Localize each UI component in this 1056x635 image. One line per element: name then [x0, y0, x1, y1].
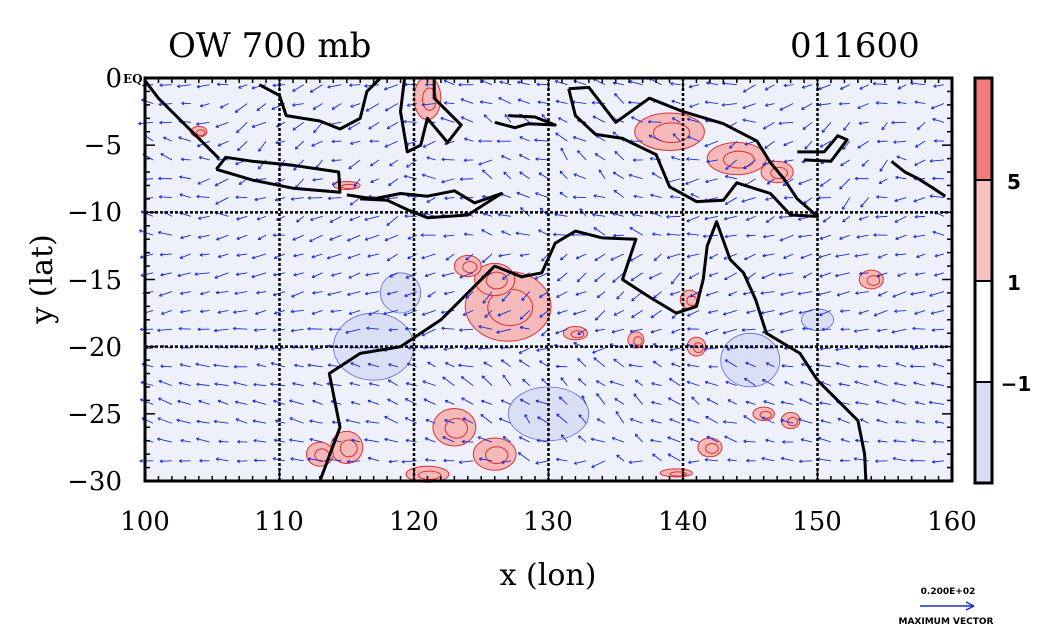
positive-ow-region: [433, 409, 476, 447]
x-tick-120: 120: [389, 507, 439, 537]
wind-vector: [462, 442, 473, 443]
colorbar-zero: [975, 281, 992, 382]
y-tick-10: −10: [67, 198, 122, 228]
vector-key-magnitude: 0.200E+02: [921, 587, 976, 597]
vector-key-caption: MAXIMUM VECTOR: [898, 617, 993, 627]
colorbar-label-neg1: −1: [1001, 372, 1032, 396]
y-tick-20: −20: [67, 333, 122, 363]
title-right: 011600: [790, 26, 920, 66]
y-tick-5: −5: [84, 131, 122, 161]
x-tick-150: 150: [792, 507, 842, 537]
positive-ow-region: [473, 438, 516, 470]
positive-ow-region: [707, 143, 766, 175]
wind-vector: [254, 460, 266, 461]
y-tick-30: −30: [67, 467, 122, 497]
colorbar-label-1: 1: [1007, 271, 1021, 295]
x-tick-140: 140: [658, 507, 708, 537]
x-axis-label: x (lon): [500, 558, 597, 593]
positive-ow-region: [635, 113, 705, 151]
colorbar-neg: [975, 382, 992, 483]
vector-key: 0.200E+02 MAXIMUM VECTOR: [898, 587, 993, 627]
wind-vector: [308, 198, 323, 199]
y-axis-label: y (lat): [25, 234, 60, 324]
wind-vector: [648, 122, 661, 123]
wind-vector: [799, 461, 812, 462]
x-tick-100: 100: [120, 507, 170, 537]
colorbar: 5 1 −1: [975, 78, 1031, 483]
x-tick-labels: 100 110 120 130 140 150 160: [120, 507, 977, 537]
y-tick-0: 0: [105, 64, 122, 94]
wind-vector: [442, 159, 455, 160]
colorbar-label-5: 5: [1007, 170, 1021, 194]
y-tick-25: −25: [67, 400, 122, 430]
negative-ow-region: [721, 333, 780, 387]
x-tick-110: 110: [254, 507, 304, 537]
y-tick-labels: 0 −5 −10 −15 −20 −25 −30: [67, 64, 122, 497]
wind-vector: [160, 85, 172, 86]
x-tick-130: 130: [523, 507, 573, 537]
eq-label: EQ: [123, 72, 143, 86]
y-tick-15: −15: [67, 266, 122, 296]
colorbar-high: [975, 78, 992, 180]
x-tick-160: 160: [927, 507, 977, 537]
colorbar-mid: [975, 180, 992, 281]
wind-vector: [910, 366, 925, 367]
wind-vector: [666, 216, 680, 217]
title-left: OW 700 mb: [168, 26, 371, 66]
